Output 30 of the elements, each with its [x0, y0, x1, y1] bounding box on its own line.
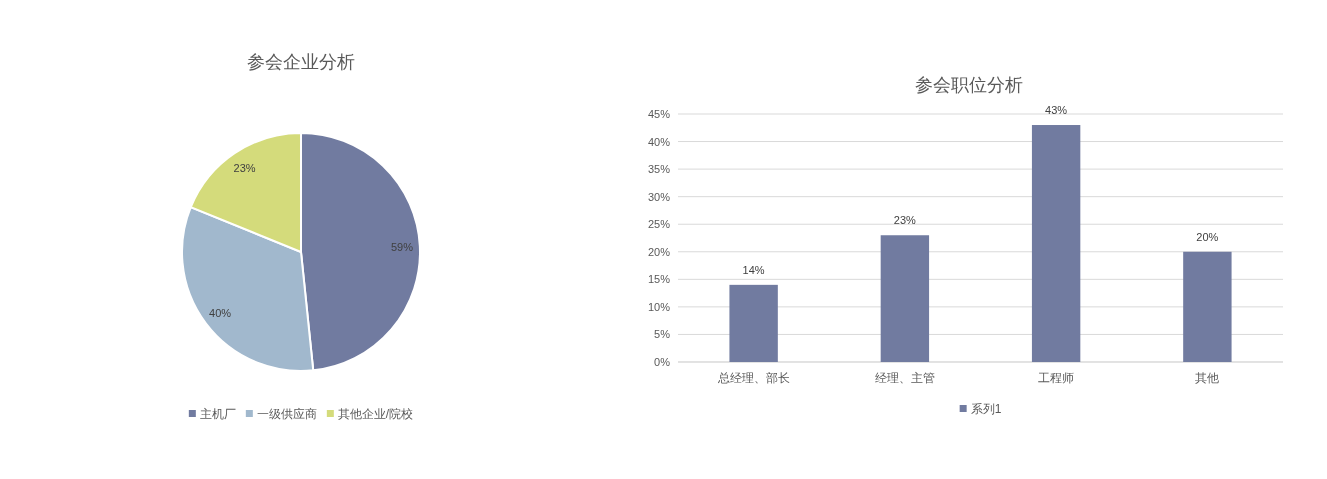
y-tick-label: 30% [647, 190, 671, 203]
data-label: 23% [233, 162, 256, 175]
data-label: 14% [742, 263, 765, 276]
x-tick-label: 总经理、部长 [716, 371, 790, 385]
y-tick-label: 5% [654, 328, 671, 341]
y-tick-label: 45% [647, 108, 671, 120]
y-tick-label: 20% [647, 245, 671, 258]
x-tick-label: 工程师 [1038, 371, 1075, 385]
legend-item: 其他企业/院校 [326, 407, 414, 421]
chart-title: 参会职位分析 [914, 75, 1023, 95]
y-tick-label: 40% [647, 135, 671, 148]
x-tick-label: 其他 [1195, 371, 1220, 385]
legend-label: 主机厂 [199, 407, 236, 421]
data-label: 40% [209, 306, 232, 319]
data-label: 23% [893, 214, 917, 227]
y-tick-label: 15% [647, 273, 671, 286]
y-tick-label: 35% [647, 163, 671, 176]
legend-item: 主机厂 [188, 407, 236, 421]
legend-label: 系列1 [970, 402, 1002, 416]
x-tick-label: 经理、主管 [874, 371, 935, 385]
legend-item: 一级供应商 [245, 407, 317, 421]
y-tick-label: 10% [647, 300, 671, 313]
y-tick-label: 0% [654, 356, 671, 368]
data-label: 43% [1045, 104, 1068, 117]
y-tick-label: 25% [647, 218, 671, 231]
legend-item: 系列1 [959, 402, 1002, 416]
data-label: 20% [1196, 230, 1219, 243]
legend-label: 一级供应商 [256, 407, 317, 421]
data-label: 59% [391, 240, 414, 253]
chart-title: 参会企业分析 [247, 52, 355, 72]
